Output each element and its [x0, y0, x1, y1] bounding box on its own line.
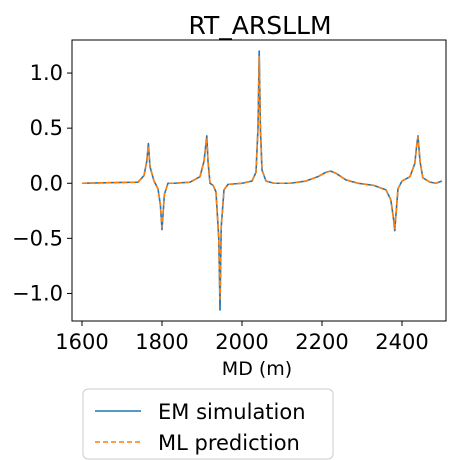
y-tick-label: 0.0	[30, 171, 63, 195]
y-tick-label: −0.5	[12, 226, 63, 250]
plot-frame	[71, 39, 447, 322]
legend-label-em-simulation: EM simulation	[158, 400, 306, 424]
x-axis-label: MD (m)	[222, 358, 292, 380]
y-tick-label: 0.5	[30, 116, 63, 140]
y-tick-label: 1.0	[30, 61, 63, 85]
x-tick-label: 2000	[215, 330, 268, 354]
legend-box	[82, 388, 334, 460]
y-tick-label: −1.0	[12, 281, 63, 305]
series-layer	[81, 50, 443, 311]
legend: EM simulation ML prediction	[82, 388, 334, 460]
chart-title: RT_ARSLLM	[188, 11, 331, 40]
series-line-ml-prediction	[81, 55, 443, 300]
x-axis-ticks: 1600 1800 2000 2200 2400	[55, 321, 429, 354]
series-line-em-simulation	[81, 50, 443, 311]
x-tick-label: 2200	[295, 330, 348, 354]
y-axis-ticks: −1.0 −0.5 0.0 0.5 1.0	[12, 61, 72, 305]
x-tick-label: 2400	[375, 330, 428, 354]
legend-label-ml-prediction: ML prediction	[158, 431, 300, 455]
x-tick-label: 1800	[135, 330, 188, 354]
x-tick-label: 1600	[55, 330, 108, 354]
